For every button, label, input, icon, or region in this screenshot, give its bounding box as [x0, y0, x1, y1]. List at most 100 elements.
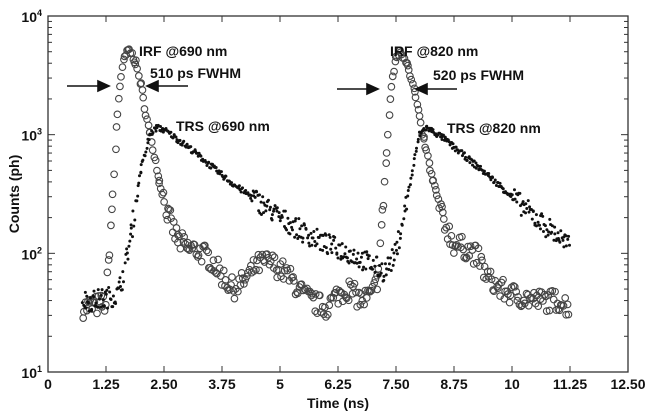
x-tick-label: 1.25: [92, 376, 119, 392]
trs-point: [318, 248, 322, 252]
trs-point: [406, 189, 410, 193]
trs-point: [104, 292, 108, 296]
irf-point: [113, 110, 122, 119]
irf-point: [404, 61, 412, 70]
irf-point: [286, 264, 295, 273]
irf-point: [155, 179, 163, 188]
x-tick-label: 7.50: [382, 376, 409, 392]
x-tick-label: 12.50: [610, 376, 645, 392]
irf-point: [382, 149, 391, 157]
irf-point: [229, 287, 238, 295]
irf-point: [335, 286, 344, 295]
trs-point: [306, 236, 310, 240]
trs-point: [158, 125, 162, 129]
trs-point: [189, 145, 193, 149]
trs-point: [262, 211, 266, 215]
irf-point: [350, 279, 359, 288]
trs-point: [98, 297, 102, 301]
trs-point: [347, 261, 351, 265]
trs-point: [128, 239, 132, 243]
trs-point: [139, 171, 143, 175]
irf-point: [153, 166, 161, 175]
irf-point: [360, 300, 369, 309]
trs-point: [257, 209, 261, 213]
irf-point: [133, 64, 141, 73]
trs-point: [88, 296, 92, 300]
trs-point: [107, 285, 111, 289]
trs-point: [101, 298, 105, 302]
trs-point: [136, 194, 140, 198]
irf-point: [456, 243, 465, 252]
trs-point: [144, 150, 148, 154]
trs-point: [564, 234, 568, 238]
irf-point: [138, 86, 147, 94]
irf-point: [105, 251, 114, 260]
trs-point: [270, 213, 274, 217]
trs-point: [510, 193, 514, 197]
trs-point: [494, 184, 498, 188]
trs-point: [132, 224, 136, 228]
trs-point: [184, 145, 188, 149]
irf-point: [540, 290, 549, 299]
trs-point: [246, 191, 250, 195]
trs-point: [340, 242, 344, 246]
irf-point: [465, 251, 474, 260]
trs-point: [275, 209, 279, 213]
trs-point: [414, 149, 418, 153]
irf-point: [331, 288, 340, 297]
trs-point: [373, 270, 377, 274]
trs-point: [545, 228, 549, 232]
trs-point: [518, 191, 522, 195]
irf-point: [466, 242, 475, 251]
trs-point: [552, 238, 556, 242]
trs-point: [239, 190, 243, 194]
irf-point: [549, 295, 558, 304]
irf-point: [377, 220, 386, 229]
trs-point: [321, 248, 325, 252]
trs-point: [87, 309, 91, 313]
irf-point: [214, 255, 222, 264]
trs-point: [382, 274, 386, 278]
trs-point: [96, 305, 100, 309]
trs-point: [464, 155, 468, 159]
annotation-irf820: IRF @820 nm: [390, 43, 478, 59]
trs-point: [479, 164, 483, 168]
irf-point: [311, 290, 320, 298]
trs-point: [131, 209, 135, 213]
trs-point: [272, 209, 276, 213]
trs-point: [441, 133, 445, 137]
trs-point: [362, 265, 366, 269]
trs-point: [432, 130, 436, 134]
irf-point: [329, 293, 338, 302]
trs-point: [290, 225, 294, 229]
fwhm-arrows-820: [337, 82, 457, 96]
trs-point: [249, 193, 253, 197]
irf-point: [487, 275, 496, 284]
trs-point: [121, 270, 125, 274]
irf-point: [215, 264, 224, 273]
trs-point: [268, 208, 272, 212]
trs-point: [383, 262, 387, 266]
trs-point: [326, 252, 330, 256]
trs-point: [412, 157, 416, 161]
irf-point: [311, 307, 320, 316]
trs-point: [547, 230, 551, 234]
trs-point: [268, 205, 272, 209]
y-tick-label: 102: [21, 245, 42, 262]
trs-point: [378, 273, 382, 277]
trs-point: [137, 181, 141, 185]
irf-point: [270, 253, 279, 262]
trs-point: [135, 199, 139, 203]
trs-point: [131, 235, 135, 239]
trs-point: [304, 227, 308, 231]
y-axis-label: Counts (ph): [6, 155, 22, 234]
y-tick-label: 101: [21, 364, 42, 381]
trs-point: [471, 163, 475, 167]
trs-point: [126, 257, 130, 261]
trs-point: [395, 240, 399, 244]
irf-point: [424, 151, 432, 160]
irf-point: [373, 285, 382, 294]
irf-point: [104, 256, 113, 264]
irf-point: [194, 251, 203, 260]
irf-point: [140, 105, 149, 113]
